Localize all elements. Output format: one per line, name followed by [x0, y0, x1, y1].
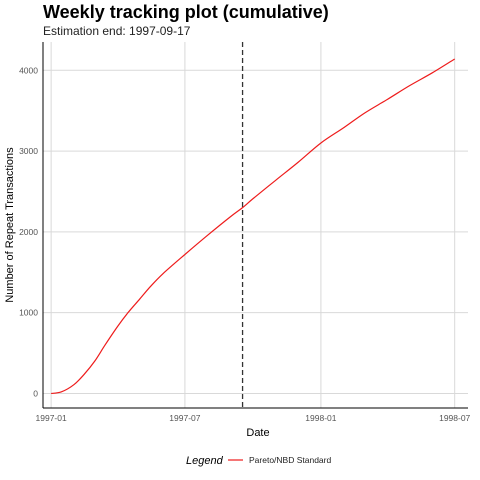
grid — [43, 42, 468, 408]
y-tick-label: 1000 — [19, 308, 38, 318]
chart-subtitle: Estimation end: 1997-09-17 — [43, 24, 191, 38]
x-axis-title: Date — [246, 427, 269, 439]
x-tick-label: 1997-07 — [169, 413, 200, 423]
y-tick-label: 2000 — [19, 227, 38, 237]
legend: Legend Pareto/NBD Standard — [186, 455, 331, 467]
x-tick-label: 1998-01 — [305, 413, 336, 423]
y-tick-label: 0 — [33, 388, 38, 398]
tick-labels: 0 1000 2000 3000 4000 1997-01 1997-07 1998-01 19… — [19, 65, 470, 423]
series-layer — [51, 42, 456, 408]
y-axis-title: Number of Repeat Transactions — [4, 147, 16, 303]
chart-title: Weekly tracking plot (cumulative) — [43, 2, 329, 22]
legend-label: Pareto/NBD Standard — [249, 455, 331, 465]
axes — [42, 42, 468, 409]
series-line — [51, 58, 456, 395]
y-tick-label: 4000 — [19, 65, 38, 75]
x-tick-label: 1997-01 — [36, 413, 67, 423]
y-tick-label: 3000 — [19, 146, 38, 156]
x-tick-label: 1998-07 — [439, 413, 470, 423]
legend-title: Legend — [186, 455, 224, 467]
